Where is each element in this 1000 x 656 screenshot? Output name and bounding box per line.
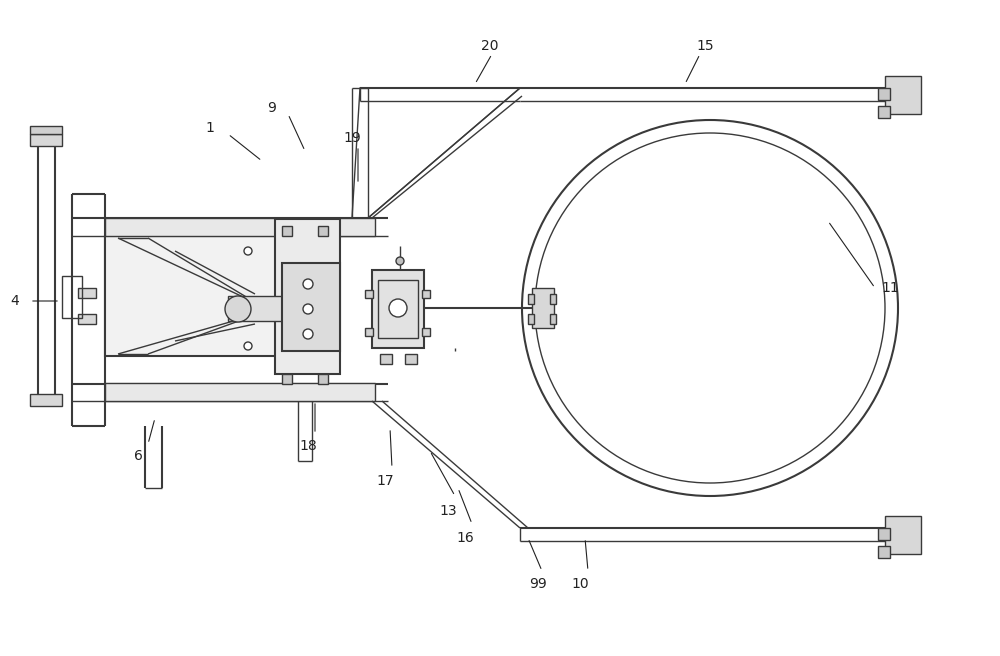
Bar [528,294,534,304]
Bar [550,294,556,304]
Text: 16: 16 [456,531,474,545]
Bar [30,126,62,134]
Bar [282,226,292,236]
Text: 1: 1 [206,121,214,135]
Bar [528,314,534,324]
Text: 6: 6 [134,449,142,463]
Circle shape [303,329,313,339]
Bar [532,288,554,328]
Bar [105,383,375,401]
Bar [878,546,890,558]
Bar [78,314,96,324]
Bar [318,374,328,384]
Bar [878,88,890,100]
Bar [105,236,285,356]
Bar [380,354,392,364]
Text: 4: 4 [11,294,19,308]
Bar [405,354,417,364]
Text: 13: 13 [439,504,457,518]
Bar [885,516,921,554]
Bar [378,280,418,338]
Bar [422,290,430,298]
Bar [30,134,62,146]
Circle shape [225,296,251,322]
Circle shape [389,299,407,317]
Text: 11: 11 [881,281,899,295]
Circle shape [303,304,313,314]
Text: 18: 18 [299,439,317,453]
Bar [228,296,313,321]
Bar [878,528,890,540]
Bar [550,314,556,324]
Bar [30,394,62,406]
Bar [318,226,328,236]
Bar [878,106,890,118]
Text: 17: 17 [376,474,394,488]
Text: 19: 19 [343,131,361,145]
Circle shape [303,279,313,289]
Bar [885,76,921,114]
Bar [422,328,430,336]
Bar [365,290,373,298]
Circle shape [396,257,404,265]
Bar [62,276,82,318]
Bar [372,270,424,348]
Bar [78,288,96,298]
Text: 99: 99 [529,577,547,591]
Bar [282,374,292,384]
Text: 9: 9 [268,101,276,115]
Circle shape [244,247,252,255]
Bar [105,218,375,236]
Bar [275,219,340,374]
Text: 15: 15 [696,39,714,53]
Bar [282,263,340,351]
Text: 20: 20 [481,39,499,53]
Circle shape [244,342,252,350]
Bar [365,328,373,336]
Text: 10: 10 [571,577,589,591]
